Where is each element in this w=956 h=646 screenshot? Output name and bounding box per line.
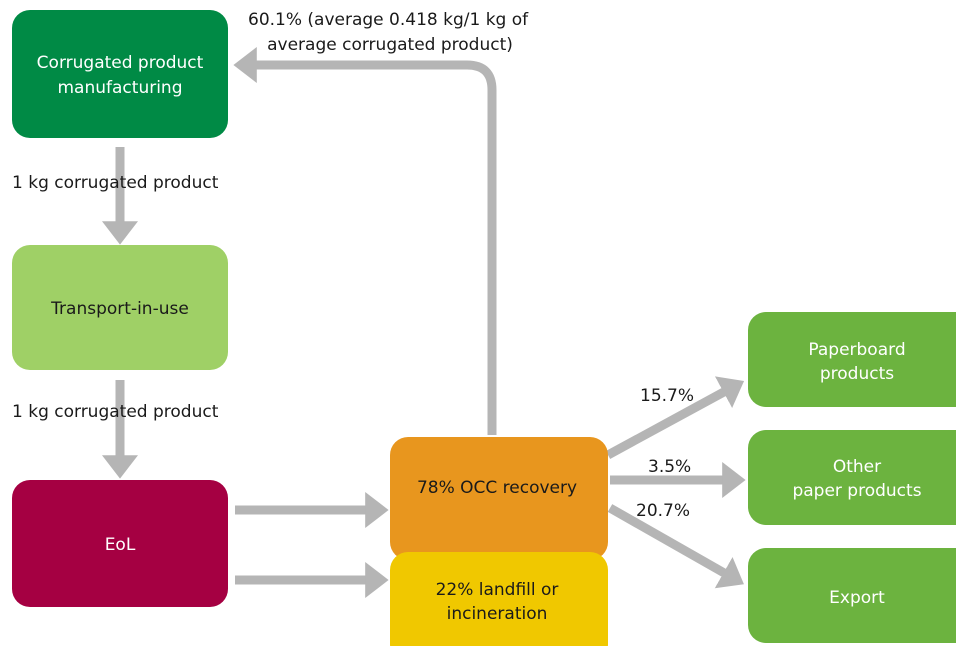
node-label: Other [833, 457, 881, 477]
edge-label: 20.7% [636, 501, 690, 521]
edge-label: 1 kg corrugated product [12, 173, 219, 193]
node-box [390, 552, 608, 646]
node-box [748, 312, 956, 407]
edge-label: 60.1% (average 0.418 kg/1 kg of [248, 10, 529, 30]
node-label: Export [829, 588, 885, 608]
node-label: Corrugated product [37, 53, 204, 73]
edge-label: average corrugated product) [267, 35, 513, 55]
node-label: incineration [447, 604, 548, 624]
arrow [605, 376, 745, 459]
node-box [12, 10, 228, 138]
node-box [12, 245, 228, 370]
node-label: EoL [105, 535, 136, 555]
node-label: manufacturing [58, 78, 183, 98]
node-box [748, 548, 956, 643]
node-box [12, 480, 228, 607]
edge-label: 15.7% [640, 386, 694, 406]
node-box [748, 430, 956, 525]
node-label: Transport-in-use [50, 299, 189, 319]
node-label: Paperboard [808, 340, 905, 360]
node-label: paper products [792, 481, 921, 501]
arrow [607, 504, 744, 589]
node-label: 22% landfill or [436, 580, 559, 600]
node-label: products [820, 364, 894, 384]
arrow [233, 47, 497, 435]
edge-label: 1 kg corrugated product [12, 402, 219, 422]
node-label: 78% OCC recovery [417, 478, 577, 498]
node-box [390, 437, 608, 560]
edge-label: 3.5% [648, 457, 691, 477]
